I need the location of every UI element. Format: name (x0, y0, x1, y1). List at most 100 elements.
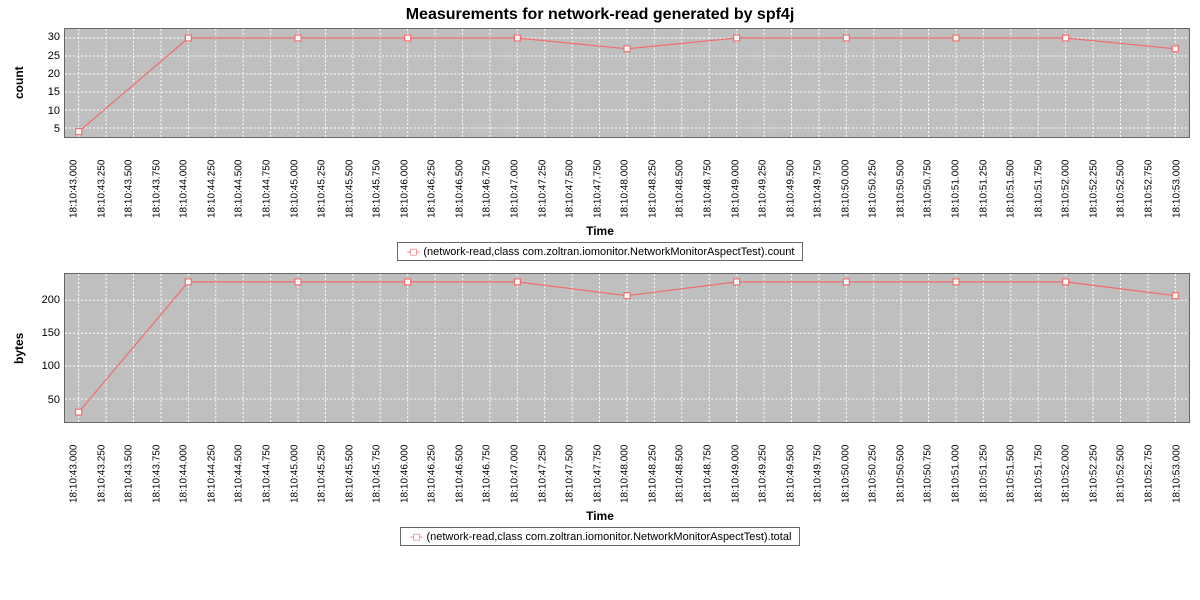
x-tick: 18:10:49.250 (749, 423, 777, 507)
data-marker (405, 279, 411, 285)
legend-swatch-icon: -□- (406, 245, 420, 258)
x-tick: 18:10:51.000 (942, 138, 970, 222)
x-tick: 18:10:48.750 (694, 423, 722, 507)
x-tick: 18:10:52.750 (1135, 423, 1163, 507)
x-tick: 18:10:52.500 (1107, 423, 1135, 507)
x-tick: 18:10:47.750 (584, 423, 612, 507)
x-axis-ticks: 18:10:43.00018:10:43.25018:10:43.50018:1… (60, 423, 1190, 507)
x-tick: 18:10:46.750 (473, 138, 501, 222)
x-tick: 18:10:44.500 (225, 138, 253, 222)
x-tick: 18:10:46.250 (418, 423, 446, 507)
x-tick: 18:10:45.250 (308, 423, 336, 507)
x-tick: 18:10:47.750 (584, 138, 612, 222)
y-tick: 10 (48, 105, 60, 117)
x-tick: 18:10:44.750 (253, 423, 281, 507)
data-marker (1172, 46, 1178, 52)
data-marker (295, 35, 301, 41)
x-tick: 18:10:46.000 (391, 138, 419, 222)
x-tick: 18:10:51.000 (942, 423, 970, 507)
x-tick: 18:10:43.250 (88, 138, 116, 222)
legend-label: (network-read,class com.zoltran.iomonito… (426, 531, 791, 543)
data-marker (1172, 293, 1178, 299)
x-tick: 18:10:43.750 (143, 138, 171, 222)
x-tick: 18:10:48.000 (611, 423, 639, 507)
data-marker (843, 279, 849, 285)
x-tick: 18:10:45.000 (281, 423, 309, 507)
data-marker (953, 279, 959, 285)
plot-area (64, 273, 1190, 423)
x-tick: 18:10:45.750 (363, 138, 391, 222)
legend-label: (network-read,class com.zoltran.iomonito… (423, 246, 794, 258)
x-tick: 18:10:50.750 (914, 138, 942, 222)
data-marker (734, 279, 740, 285)
x-tick: 18:10:52.750 (1135, 138, 1163, 222)
x-tick: 18:10:43.750 (143, 423, 171, 507)
x-tick: 18:10:49.750 (804, 138, 832, 222)
y-tick: 20 (48, 68, 60, 80)
x-tick: 18:10:50.250 (859, 138, 887, 222)
x-tick: 18:10:50.250 (859, 423, 887, 507)
x-tick: 18:10:45.250 (308, 138, 336, 222)
y-tick: 30 (48, 31, 60, 43)
x-tick: 18:10:53.000 (1163, 423, 1191, 507)
x-tick: 18:10:46.500 (446, 423, 474, 507)
chart-panel-count: count3025201510518:10:43.00018:10:43.250… (10, 28, 1190, 269)
x-tick: 18:10:46.250 (418, 138, 446, 222)
x-tick: 18:10:47.000 (501, 138, 529, 222)
x-tick: 18:10:44.000 (170, 138, 198, 222)
x-tick: 18:10:45.500 (336, 138, 364, 222)
x-tick: 18:10:52.500 (1107, 138, 1135, 222)
x-tick: 18:10:43.500 (115, 423, 143, 507)
data-marker (76, 409, 82, 415)
data-marker (624, 46, 630, 52)
x-tick: 18:10:52.250 (1080, 423, 1108, 507)
y-axis-label: bytes (10, 273, 28, 423)
legend: -□- (network-read,class com.zoltran.iomo… (397, 242, 804, 261)
x-tick: 18:10:46.500 (446, 138, 474, 222)
x-tick: 18:10:43.000 (60, 423, 88, 507)
x-tick: 18:10:47.500 (556, 423, 584, 507)
x-tick: 18:10:51.250 (970, 423, 998, 507)
x-tick: 18:10:49.250 (749, 138, 777, 222)
x-tick: 18:10:43.000 (60, 138, 88, 222)
x-tick: 18:10:48.250 (639, 138, 667, 222)
x-tick: 18:10:47.250 (529, 138, 557, 222)
x-tick: 18:10:43.250 (88, 423, 116, 507)
data-marker (514, 279, 520, 285)
x-tick: 18:10:52.250 (1080, 138, 1108, 222)
y-axis-ticks: 30 25 20 15 10 5 (28, 28, 64, 138)
y-tick: 5 (54, 123, 60, 135)
x-tick: 18:10:50.750 (914, 423, 942, 507)
data-marker (1063, 279, 1069, 285)
x-tick: 18:10:51.750 (1025, 423, 1053, 507)
y-tick: 15 (48, 86, 60, 98)
x-tick: 18:10:51.500 (997, 423, 1025, 507)
x-tick: 18:10:48.250 (639, 423, 667, 507)
x-tick: 18:10:52.000 (1052, 423, 1080, 507)
x-tick: 18:10:48.500 (666, 138, 694, 222)
x-tick: 18:10:44.000 (170, 423, 198, 507)
plot-area (64, 28, 1190, 138)
x-tick: 18:10:49.500 (777, 138, 805, 222)
x-tick: 18:10:51.250 (970, 138, 998, 222)
data-marker (185, 279, 191, 285)
legend-swatch-icon: -□- (409, 530, 423, 543)
x-tick: 18:10:49.500 (777, 423, 805, 507)
x-tick: 18:10:50.500 (887, 138, 915, 222)
x-tick: 18:10:48.000 (611, 138, 639, 222)
data-marker (953, 35, 959, 41)
x-tick: 18:10:48.500 (666, 423, 694, 507)
data-marker (295, 279, 301, 285)
x-tick: 18:10:52.000 (1052, 138, 1080, 222)
x-tick: 18:10:51.750 (1025, 138, 1053, 222)
x-tick: 18:10:47.250 (529, 423, 557, 507)
x-tick: 18:10:50.500 (887, 423, 915, 507)
y-tick: 25 (48, 50, 60, 62)
x-tick: 18:10:50.000 (832, 423, 860, 507)
x-tick: 18:10:44.250 (198, 138, 226, 222)
y-tick: 200 (42, 294, 60, 306)
x-tick: 18:10:44.250 (198, 423, 226, 507)
data-marker (843, 35, 849, 41)
x-tick: 18:10:51.500 (997, 138, 1025, 222)
x-tick: 18:10:46.000 (391, 423, 419, 507)
